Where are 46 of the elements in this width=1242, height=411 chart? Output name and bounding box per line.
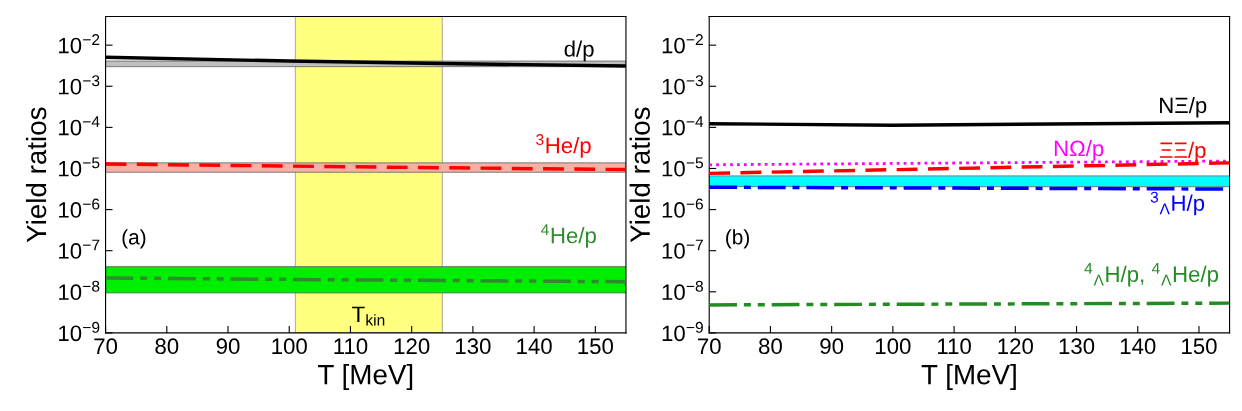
y-tick-label: 10$^{−5}$ [662, 157, 704, 177]
x-tick-label: 70 [697, 338, 721, 355]
series-label: $^{3}$$_{Λ}$H/p [1150, 191, 1205, 216]
x-tick-label: 90 [216, 338, 240, 355]
x-tick-label: 80 [155, 338, 179, 355]
series-label: $^{3}$He/p [536, 134, 591, 158]
x-tick-label: 110 [334, 338, 368, 355]
x-tick-label: 100 [272, 338, 307, 355]
x-tick-label: 80 [759, 338, 782, 355]
x-tick-label: 140 [517, 338, 552, 355]
series-label: ΞΞ/p [1160, 141, 1206, 163]
annotation: (a) [122, 229, 146, 249]
x-tick-label: 130 [1059, 338, 1095, 355]
series-label: $^{4}$$_{Λ}$H/p, $^{4}$$_{Λ}$He/p [1084, 262, 1219, 287]
y-tick-label: 10$^{−6}$ [662, 198, 703, 218]
y-tick-label: 10$^{−8}$ [59, 280, 100, 301]
y-axis-title: Yield ratios [629, 107, 650, 243]
x-tick-label: 110 [938, 338, 971, 355]
series-label: d/p [564, 40, 594, 62]
y-tick-label: 10$^{−5}$ [59, 157, 100, 177]
y-tick-label: 10$^{−4}$ [662, 116, 704, 136]
series-label: NΩ/p [1054, 140, 1104, 161]
y-tick-label: 10$^{−4}$ [59, 116, 100, 136]
annotation: (b) [726, 229, 749, 249]
y-axis-title: Yield ratios [25, 107, 47, 243]
y-tick-label: 10$^{−3}$ [59, 75, 100, 95]
series-label: NΞ/p [1160, 96, 1207, 118]
x-tick-label: 150 [1182, 338, 1217, 355]
x-tick-label: 90 [820, 338, 844, 355]
x-tick-label: 120 [394, 338, 430, 355]
x-tick-label: 150 [578, 338, 614, 355]
y-tick-label: 10$^{−7}$ [59, 239, 100, 259]
y-tick-label: 10$^{−6}$ [59, 198, 100, 218]
y-tick-label: 10$^{−2}$ [59, 34, 100, 54]
x-tick-label: 140 [1120, 338, 1156, 355]
y-tick-label: 10$^{−3}$ [662, 75, 703, 95]
y-tick-label: 10$^{−2}$ [662, 34, 703, 54]
y-tick-label: 10$^{−8}$ [662, 280, 703, 301]
x-tick-label: 120 [998, 338, 1033, 355]
x-axis-title: T [MeV] [318, 364, 413, 390]
y-tick-label: 10$^{−7}$ [662, 239, 703, 259]
band-label: T$_{kin}$ [352, 306, 385, 326]
x-axis-title: T [MeV] [921, 364, 1016, 390]
x-tick-label: 130 [456, 338, 491, 355]
series-label: $^{4}$He/p [541, 224, 596, 248]
x-tick-label: 100 [876, 338, 911, 355]
